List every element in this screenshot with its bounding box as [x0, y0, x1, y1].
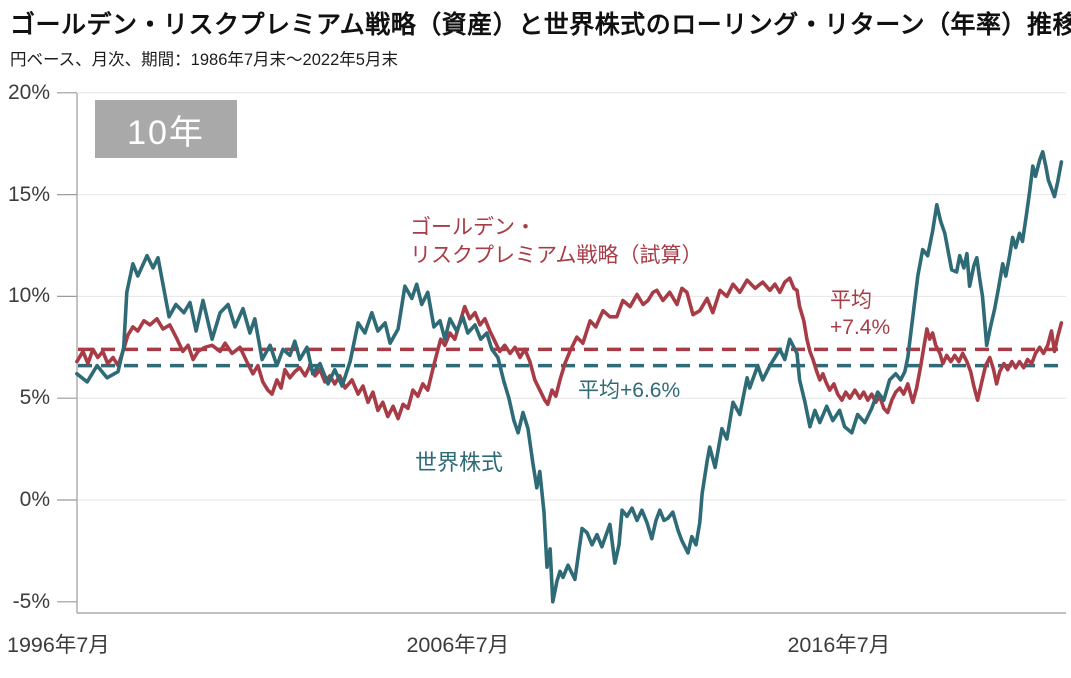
y-axis-tick-label-15: 15% [7, 182, 50, 206]
period-badge: 10年 [95, 100, 237, 158]
strategy-series-line [75, 276, 1064, 421]
y-axis-tick-label--5: -5% [12, 589, 50, 613]
strategy-series-label: ゴールデン・ リスクプレミアム戦略（試算） [410, 214, 703, 270]
y-axis-tick-label-20: 20% [7, 80, 50, 104]
x-axis-tick-label-1: 2006年7月 [406, 633, 510, 657]
y-axis-tick-label-5: 5% [19, 386, 50, 410]
world-equity-series-label: 世界株式 [415, 450, 504, 475]
page-title: ゴールデン・リスクプレミアム戦略（資産）と世界株式のローリング・リターン（年率）… [10, 11, 1071, 39]
world-equity-mean-label: 平均+6.6% [578, 379, 681, 402]
y-axis-tick-label-10: 10% [7, 284, 50, 308]
x-axis-tick-label-2: 2016年7月 [787, 633, 891, 657]
world-equity-series-line [75, 150, 1064, 604]
strategy-series-label-line2: リスクプレミアム戦略（試算） [410, 244, 703, 267]
strategy-mean-label: 平均 +7.4% [830, 287, 890, 341]
chart-subtitle: 円ベース、月次、期間：1986年7月末～2022年5月末 [10, 51, 398, 69]
x-axis-tick-label-0: 1996年7月 [7, 633, 110, 657]
strategy-series-label-line1: ゴールデン・ [410, 216, 536, 239]
y-axis-tick-label-0: 0% [19, 488, 50, 511]
strategy-mean-label-line2: +7.4% [830, 316, 891, 339]
strategy-mean-label-line1: 平均 [830, 289, 872, 312]
